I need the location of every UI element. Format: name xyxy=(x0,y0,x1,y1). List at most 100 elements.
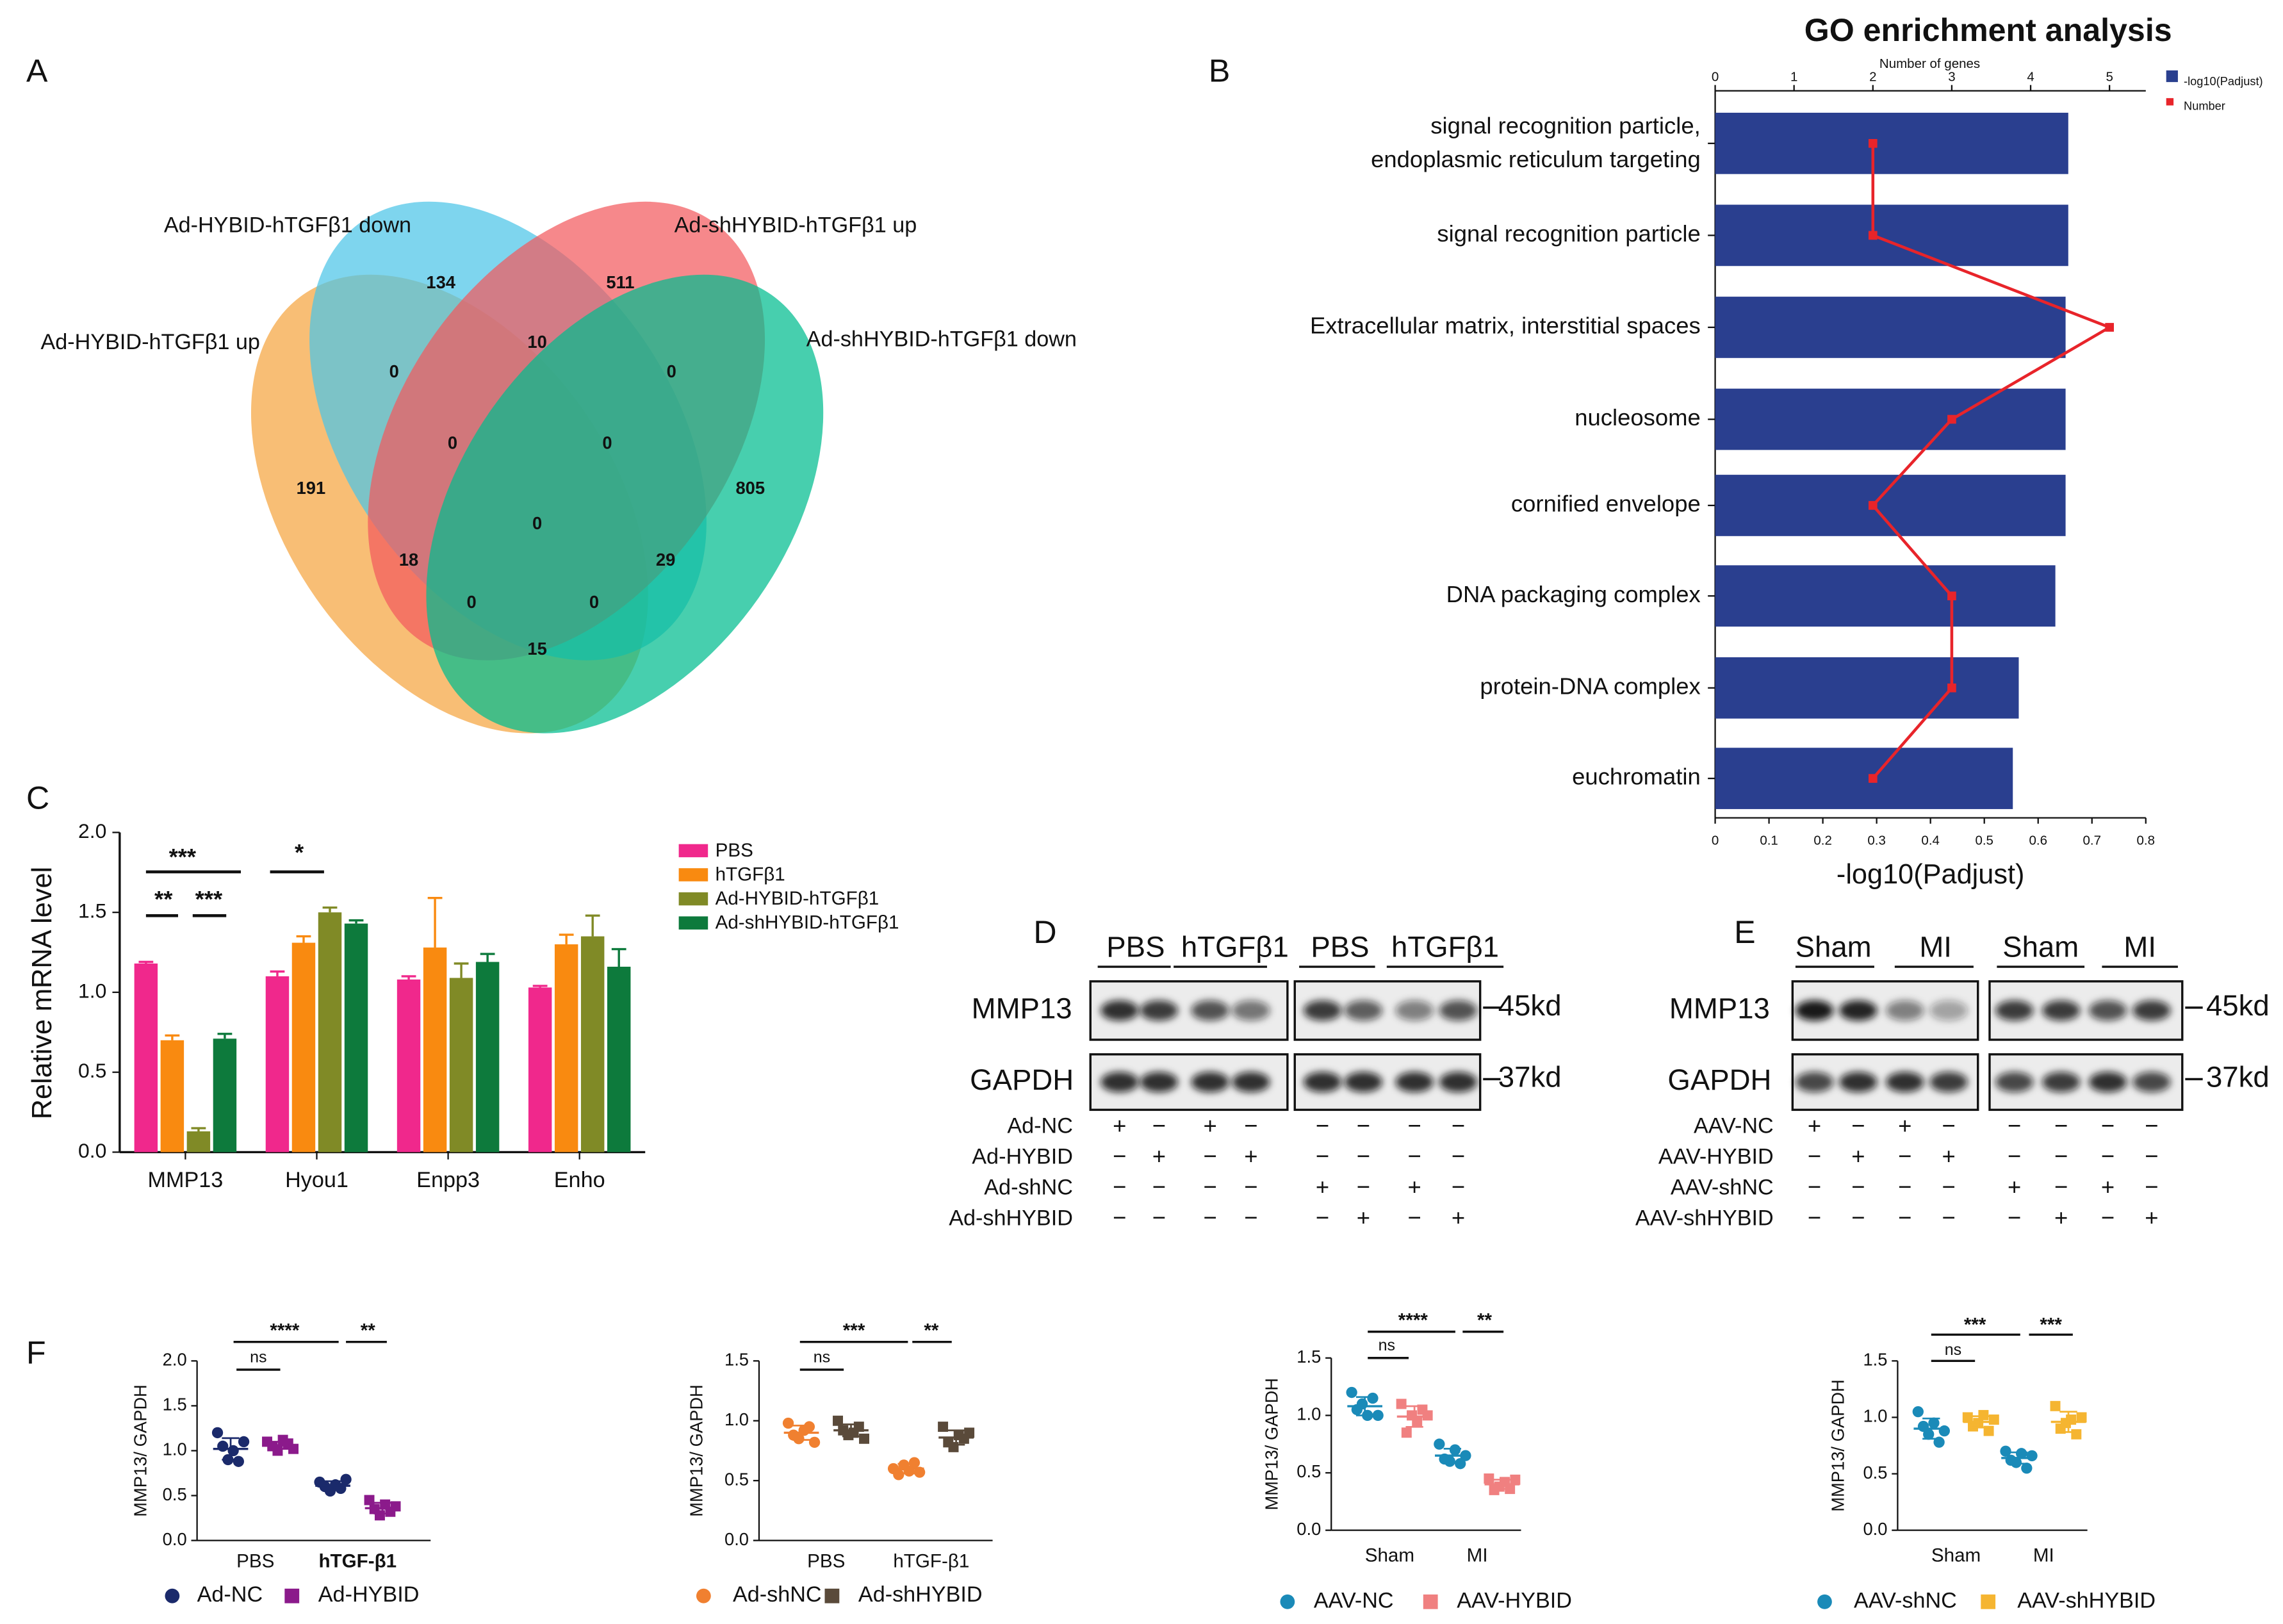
y-tick-label: 0.5 xyxy=(1863,1463,1887,1482)
bar xyxy=(318,912,342,1152)
y-tick-label: 1.5 xyxy=(724,1350,749,1370)
data-point xyxy=(1434,1438,1445,1450)
bar xyxy=(134,964,158,1152)
data-point xyxy=(1978,1409,1989,1420)
blot-band xyxy=(1140,1000,1178,1021)
significance: **** xyxy=(1398,1310,1428,1331)
treatment-label: Ad-shHYBID xyxy=(949,1206,1073,1230)
significance: ** xyxy=(361,1320,376,1341)
blot-band xyxy=(1232,1000,1270,1021)
y-tick-label: 0.5 xyxy=(1297,1461,1321,1481)
data-point xyxy=(1988,1414,1999,1425)
x2-tick-label: 5 xyxy=(2106,70,2113,85)
legend-swatch xyxy=(678,892,708,906)
x-tick-label: 0.4 xyxy=(1921,833,1940,848)
data-point xyxy=(2050,1400,2061,1411)
venn-count: 0 xyxy=(448,432,457,452)
treatment-label: AAV-NC xyxy=(1694,1114,1774,1138)
significance: ns xyxy=(1945,1341,1961,1359)
treatment-sign: − xyxy=(1407,1143,1421,1169)
blot-band xyxy=(1839,1000,1878,1021)
y-tick-label: 1.5 xyxy=(163,1395,187,1415)
venn-count: 191 xyxy=(297,478,326,498)
treatment-sign: − xyxy=(2008,1204,2021,1231)
treatment-sign: − xyxy=(1244,1204,1257,1231)
treatment-sign: − xyxy=(1113,1204,1126,1231)
y-tick-label: 0.0 xyxy=(1863,1519,1887,1539)
treatment-sign: − xyxy=(2101,1112,2115,1138)
venn-set xyxy=(426,274,824,734)
number-point xyxy=(1868,774,1878,783)
y-tick-label: 1.5 xyxy=(1297,1347,1321,1366)
bar xyxy=(344,923,368,1152)
legend-label: AAV-NC xyxy=(1314,1588,1394,1612)
bar xyxy=(580,936,605,1152)
treatment-sign: − xyxy=(1452,1174,1465,1200)
treatment-sign: − xyxy=(1113,1174,1126,1200)
group-label: PBS xyxy=(1311,931,1369,964)
y-tick-label: 1.0 xyxy=(1297,1404,1321,1424)
data-point xyxy=(1356,1398,1368,1410)
blot-band xyxy=(1929,1072,1968,1093)
x-tick-label: PBS xyxy=(807,1551,845,1572)
legend-label: Ad-shHYBID xyxy=(858,1582,983,1607)
treatment-sign: − xyxy=(1316,1112,1329,1138)
legend-label: Ad-shHYBID-hTGFβ1 xyxy=(716,912,899,933)
blot-band xyxy=(1191,1072,1229,1093)
significance: ** xyxy=(1477,1310,1493,1331)
x-tick-label: MI xyxy=(2033,1545,2054,1566)
treatment-sign: − xyxy=(1316,1143,1329,1169)
venn-set-label: Ad-HYBID-hTGFβ1 up xyxy=(40,330,260,354)
legend-label: AAV-shHYBID xyxy=(2017,1588,2156,1612)
x2-tick-label: 2 xyxy=(1869,70,1876,85)
bar xyxy=(449,978,473,1152)
bar xyxy=(265,976,290,1152)
data-point xyxy=(1455,1458,1466,1470)
number-point xyxy=(1868,501,1878,510)
y-tick-label: 2.0 xyxy=(163,1350,187,1370)
treatment-sign: − xyxy=(2054,1174,2068,1200)
bar xyxy=(423,947,447,1152)
panel-label: B xyxy=(1209,53,1230,89)
legend-marker xyxy=(824,1588,840,1603)
y-tick-label: Extracellular matrix, interstitial space… xyxy=(1310,313,1701,339)
protein-label: GAPDH xyxy=(1667,1063,1771,1096)
number-point xyxy=(1868,138,1878,148)
data-point xyxy=(808,1436,821,1448)
venn-count: 0 xyxy=(602,432,612,452)
blot-band xyxy=(2132,1072,2171,1093)
treatment-sign: − xyxy=(1357,1143,1370,1169)
panel-label: C xyxy=(26,780,49,816)
group-label: PBS xyxy=(1106,931,1165,964)
group-label: MI xyxy=(2123,931,2156,964)
venn-count: 0 xyxy=(532,513,542,533)
y-tick-label: 0.5 xyxy=(78,1059,106,1082)
treatment-sign: − xyxy=(1851,1204,1865,1231)
y-axis-label: MMP13/ GAPDH xyxy=(1828,1379,1847,1512)
y-tick-label: protein-DNA complex xyxy=(1480,673,1700,699)
significance: ns xyxy=(1379,1336,1395,1354)
data-point xyxy=(217,1440,229,1452)
bar xyxy=(1715,388,2066,450)
group-label: hTGFβ1 xyxy=(1391,931,1499,964)
y-tick-label: 0.5 xyxy=(163,1484,187,1504)
blot-band xyxy=(1929,1000,1968,1021)
group-label: hTGFβ1 xyxy=(1181,931,1289,964)
bar xyxy=(1715,297,2066,358)
data-point xyxy=(238,1436,250,1448)
data-point xyxy=(2021,1463,2033,1474)
treatment-sign: − xyxy=(1244,1174,1257,1200)
blot-band xyxy=(1795,1000,1834,1021)
blot-band xyxy=(1995,1072,2034,1093)
data-point xyxy=(938,1422,949,1432)
data-point xyxy=(1938,1425,1950,1437)
data-point xyxy=(948,1441,959,1452)
data-point xyxy=(893,1469,904,1480)
legend-marker xyxy=(1981,1594,1996,1609)
y-tick-label: endoplasmic reticulum targeting xyxy=(1371,146,1701,172)
data-point xyxy=(859,1433,870,1444)
data-point xyxy=(227,1445,239,1457)
treatment-sign: − xyxy=(1407,1112,1421,1138)
y-tick-label: 0.0 xyxy=(1297,1519,1321,1539)
